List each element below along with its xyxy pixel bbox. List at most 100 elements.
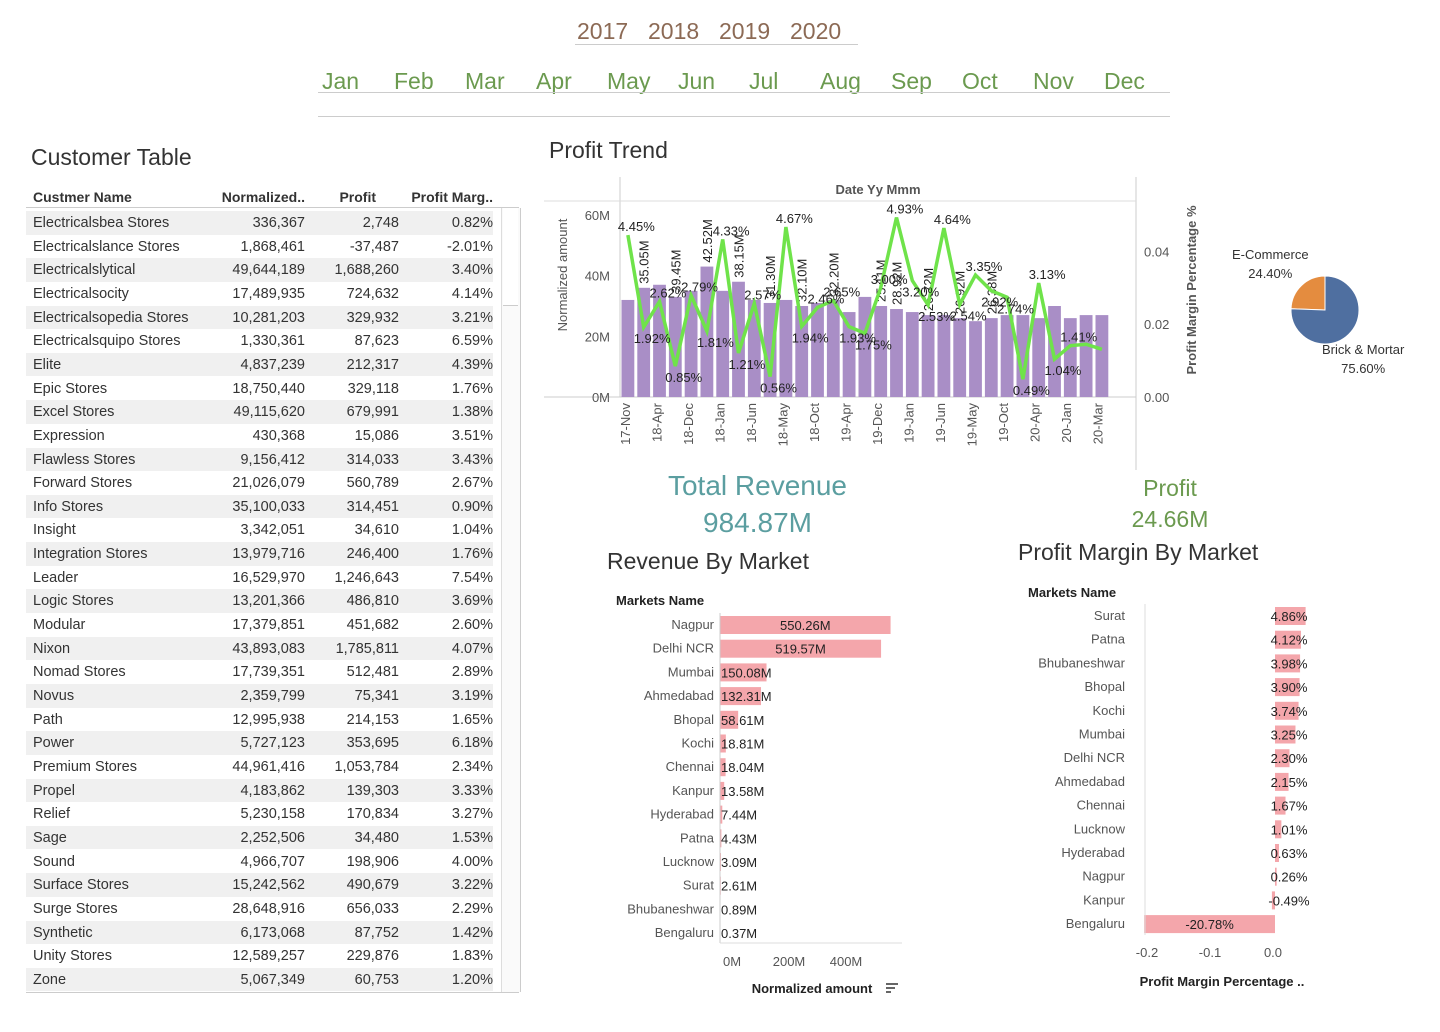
pie-label-brick: Brick & Mortar 75.60% (1322, 340, 1404, 378)
month-filter-feb[interactable]: Feb (394, 68, 434, 94)
rbm-bar (720, 805, 723, 824)
pmm-bar (1144, 915, 1275, 934)
month-filter-apr[interactable]: Apr (536, 68, 572, 94)
rbm-category-label: Nagpur (671, 617, 714, 632)
pmm-category-header: Markets Name (1028, 585, 1116, 600)
table-row[interactable]: Relief 5,230,158 170,834 3.27% (26, 802, 493, 826)
profit-cell: 679,991 (346, 404, 399, 421)
trend-bar (1079, 315, 1093, 397)
profit-cell: 246,400 (346, 546, 399, 563)
trend-bar (668, 296, 682, 397)
year-filter-2018[interactable]: 2018 (648, 18, 700, 44)
profit-cell: 229,876 (346, 948, 399, 965)
month-filter-dec[interactable]: Dec (1104, 68, 1145, 94)
col-header-normalized[interactable]: Normalized.. (221, 189, 305, 205)
month-filter-jul[interactable]: Jul (749, 68, 779, 94)
table-row[interactable]: Zone 5,067,349 60,753 1.20% (26, 967, 493, 992)
month-filter-oct[interactable]: Oct (962, 68, 998, 94)
month-filter-jan[interactable]: Jan (322, 68, 360, 94)
profit-cell: 214,153 (346, 711, 399, 728)
table-row[interactable]: Forward Stores 21,026,079 560,789 2.67% (26, 471, 493, 495)
normalized-cell: 44,961,416 (232, 758, 305, 775)
table-row[interactable]: Electricalsquipo Stores 1,330,361 87,623 6.… (26, 329, 493, 353)
rbm-category-label: Patna (680, 830, 715, 845)
customer-name-cell: Modular (33, 617, 86, 634)
table-row[interactable]: Premium Stores 44,961,416 1,053,784 2.34% (26, 755, 493, 779)
pmm-category-label: Bengaluru (1066, 916, 1125, 931)
normalized-cell: 49,644,189 (232, 262, 305, 279)
profit-cell: 170,834 (346, 806, 399, 823)
table-row[interactable]: Excel Stores 49,115,620 679,991 1.38% (26, 400, 493, 424)
table-row[interactable]: Electricalslance Stores 1,868,461 -37,487 -… (26, 235, 493, 259)
rbm-x-tick: 200M (773, 954, 806, 969)
table-row[interactable]: Sage 2,252,506 34,480 1.53% (26, 825, 493, 850)
margin-cell: 3.21% (451, 309, 493, 326)
normalized-cell: 6,173,068 (240, 924, 305, 941)
table-row[interactable]: Unity Stores 12,589,257 229,876 1.83% (26, 944, 493, 968)
table-row[interactable]: Synthetic 6,173,068 87,752 1.42% (26, 920, 493, 945)
rbm-category-label: Bengaluru (655, 925, 714, 940)
month-filter-nov[interactable]: Nov (1033, 68, 1074, 94)
pmm-value-label: -0.49% (1268, 893, 1310, 908)
table-row[interactable]: Electricalslytical 49,644,189 1,688,260 3.4… (26, 258, 493, 282)
year-filter-2019[interactable]: 2019 (719, 18, 771, 44)
table-row[interactable]: Modular 17,379,851 451,682 2.60% (26, 613, 493, 637)
table-row[interactable]: Flawless Stores 9,156,412 314,033 3.43% (26, 447, 493, 472)
year-filter-2017[interactable]: 2017 (577, 18, 629, 44)
table-row[interactable]: Leader 16,529,970 1,246,643 7.54% (26, 566, 493, 590)
year-filter-2020[interactable]: 2020 (790, 18, 842, 44)
pmm-value-label: 1.67% (1271, 799, 1308, 814)
table-row[interactable]: Electricalsocity 17,489,935 724,632 4.14% (26, 282, 493, 306)
table-row[interactable]: Path 12,995,938 214,153 1.65% (26, 708, 493, 732)
table-row[interactable]: Sound 4,966,707 198,906 4.00% (26, 850, 493, 874)
rbm-value-label: 7.44M (721, 808, 757, 823)
table-row[interactable]: Info Stores 35,100,033 314,451 0.90% (26, 494, 493, 519)
pmm-category-label: Ahmedabad (1055, 774, 1125, 789)
sort-icon[interactable] (886, 983, 898, 993)
table-row[interactable]: Nomad Stores 17,739,351 512,481 2.89% (26, 660, 493, 684)
table-row[interactable]: Power 5,727,123 353,695 6.18% (26, 731, 493, 755)
table-row[interactable]: Nixon 43,893,083 1,785,811 4.07% (26, 636, 493, 661)
month-filter-mar[interactable]: Mar (465, 68, 505, 94)
x-tick-label: 18-Dec (681, 403, 696, 445)
trend-bar (890, 309, 903, 397)
x-tick-label: 20-Jan (1059, 403, 1074, 443)
table-row[interactable]: Insight 3,342,051 34,610 1.04% (26, 518, 493, 542)
table-scrollbar[interactable] (501, 208, 521, 992)
month-filter-jun[interactable]: Jun (678, 68, 716, 94)
bar-value-label: 38.15M (732, 234, 747, 277)
y2-tick-label: 0.04 (1144, 244, 1169, 259)
pmm-category-label: Bhopal (1085, 679, 1126, 694)
customer-name-cell: Info Stores (33, 498, 104, 515)
profit-cell: 34,610 (354, 522, 399, 539)
month-filter-aug[interactable]: Aug (820, 68, 861, 94)
pmm-category-label: Surat (1094, 608, 1125, 623)
profit-cell: 314,033 (346, 451, 399, 468)
col-header-name[interactable]: Custmer Name (33, 189, 132, 205)
table-row[interactable]: Epic Stores 18,750,440 329,118 1.76% (26, 377, 493, 401)
table-row[interactable]: Expression 430,368 15,086 3.51% (26, 424, 493, 448)
table-row[interactable]: Novus 2,359,799 75,341 3.19% (26, 684, 493, 708)
month-filter-sep[interactable]: Sep (891, 68, 932, 94)
rbm-value-label: 132.31M (721, 689, 772, 704)
table-scroll-thumb[interactable] (503, 208, 518, 306)
profit-cell: 329,118 (347, 380, 399, 397)
line-value-label: 2.74% (997, 301, 1034, 316)
table-row[interactable]: Surge Stores 28,648,916 656,033 2.29% (26, 897, 493, 921)
table-row[interactable]: Elite 4,837,239 212,317 4.39% (26, 352, 493, 377)
table-row[interactable]: Surface Stores 15,242,562 490,679 3.22% (26, 873, 493, 897)
profit-trend-ylabel: Normalized amount (555, 218, 570, 331)
table-row[interactable]: Logic Stores 13,201,366 486,810 3.69% (26, 589, 493, 613)
profit-cell: 1,688,260 (334, 262, 399, 279)
normalized-cell: 1,330,361 (240, 333, 305, 350)
month-filter-may[interactable]: May (607, 68, 651, 94)
col-header-profit[interactable]: Profit (339, 189, 376, 205)
line-value-label: 2.54% (950, 309, 987, 324)
table-row[interactable]: Integration Stores 13,979,716 246,400 1.76% (26, 542, 493, 566)
normalized-cell: 18,750,440 (232, 380, 305, 397)
table-row[interactable]: Electricalsbea Stores 336,367 2,748 0.82% (26, 211, 493, 235)
col-header-profit-margin[interactable]: Profit Marg.. (411, 189, 493, 205)
table-row[interactable]: Electricalsopedia Stores 10,281,203 329,93… (26, 305, 493, 330)
pmm-value-label: 1.01% (1271, 822, 1308, 837)
table-row[interactable]: Propel 4,183,862 139,303 3.33% (26, 778, 493, 803)
